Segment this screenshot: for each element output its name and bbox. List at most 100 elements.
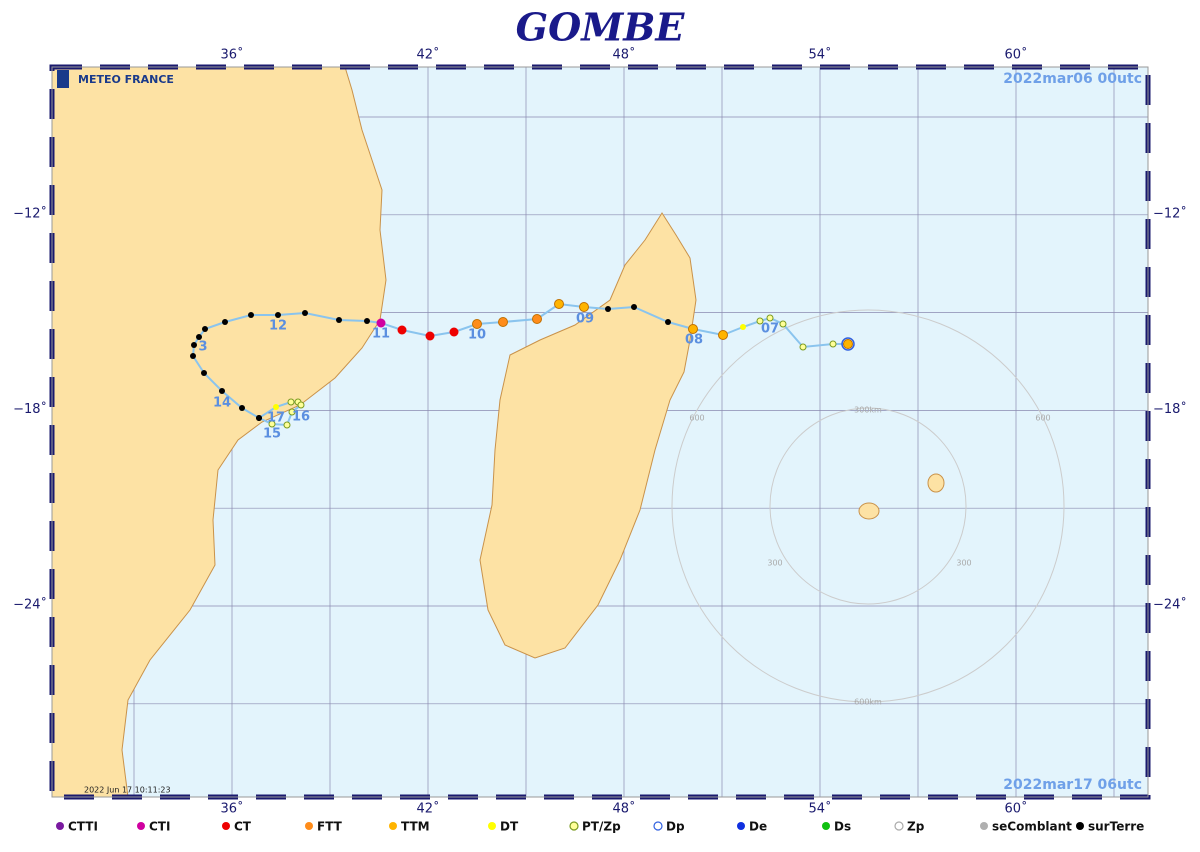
legend-swatch [56,822,64,830]
frame-inner [51,66,1149,798]
track-point [376,318,386,328]
track-day-label: 11 [372,327,390,342]
legend-swatch [488,822,496,830]
track-point [248,312,254,318]
track-day-label: 14 [213,396,231,411]
radius-label: 600 [689,414,704,423]
track-point [287,398,295,406]
lon-label-bottom: 48˚ [612,801,635,817]
legend-swatch [822,822,830,830]
legend-swatch [137,822,145,830]
legend-swatch [389,822,397,830]
track-point [472,319,482,329]
radius-600 [671,309,1065,703]
lon-label-top: 60˚ [1004,47,1027,63]
logo-icon [57,70,69,88]
lon-label-bottom: 60˚ [1004,801,1027,817]
track-point [665,319,671,325]
radius-label: 600 [1035,414,1050,423]
legend-label: CTI [149,820,170,834]
legend-swatch [894,821,904,831]
track-day-label: 12 [269,319,287,334]
track-point [579,302,589,312]
radius-300 [769,407,967,605]
track-point [397,325,407,335]
track-point [718,330,728,340]
lat-label-left: −12˚ [13,206,47,222]
legend-swatch [569,821,579,831]
track-day-label: 10 [468,328,486,343]
track-point [273,404,279,410]
track-point [498,317,508,327]
lat-label-left: −24˚ [13,597,47,613]
mauritius [927,473,945,493]
track: 12 11 10 09 08 07 3 14 17 16 15 [190,299,855,442]
track-point [256,415,262,421]
track-point [222,319,228,325]
track-point [554,299,564,309]
lat-label-left: −18˚ [13,401,47,417]
genesis-ring [841,337,855,351]
lon-label-bottom: 54˚ [808,801,831,817]
track-day-label: 3 [198,340,207,355]
lon-label-top: 48˚ [612,47,635,63]
track-point [631,304,637,310]
radius-label: 300km [854,406,882,415]
track-point [605,306,611,312]
track-day-label: 09 [576,312,594,327]
track-point [268,420,276,428]
track-point [219,388,225,394]
date-end: 2022mar17 06utc [1003,777,1142,793]
legend-swatch [1076,822,1084,830]
track-day-label: 15 [263,427,281,442]
legend-label: DT [500,820,519,834]
stamp: 2022 Jun 17 10:11:23 [84,786,171,795]
legend-label: surTerre [1088,820,1144,834]
lon-label-top: 36˚ [220,47,243,63]
track-day-label: 17 [267,411,285,426]
legend-label: Ds [834,820,851,834]
legend-label: De [749,820,767,834]
track-point [202,326,208,332]
legend-swatch [737,822,745,830]
legend-label: CTTI [68,820,98,834]
madagascar [479,212,697,659]
track-point [843,339,853,349]
lon-label-top: 42˚ [416,47,439,63]
logo: METEO FRANCE [78,73,174,86]
track-point [532,314,542,324]
legend-swatch [222,822,230,830]
lon-label-top: 54˚ [808,47,831,63]
track-point [425,331,435,341]
lat-label-right: −12˚ [1153,206,1187,222]
lon-label-bottom: 42˚ [416,801,439,817]
track-day-label: 08 [685,333,703,348]
track-point [196,334,202,340]
legend-swatch [305,822,313,830]
track-point [288,408,296,416]
track-point [779,320,787,328]
track-point [829,340,837,348]
reunion [858,502,880,520]
track-point [740,324,746,330]
legend-label: CT [234,820,252,834]
africa [51,66,387,798]
track-point [283,421,291,429]
legend-label: Dp [666,820,685,834]
lon-label-bottom: 36˚ [220,801,243,817]
legend-label: Zp [907,820,925,834]
legend-label: PT/Zp [582,820,621,834]
track-point [297,401,305,409]
legend-swatch [980,822,988,830]
track-point [275,312,281,318]
lat-label-right: −18˚ [1153,401,1187,417]
track-point [302,310,308,316]
legend-label: FTT [317,820,343,834]
track-point [799,343,807,351]
track-point [201,370,207,376]
track-point [766,314,774,322]
track-point [688,324,698,334]
track-point [336,317,342,323]
track-point [239,405,245,411]
